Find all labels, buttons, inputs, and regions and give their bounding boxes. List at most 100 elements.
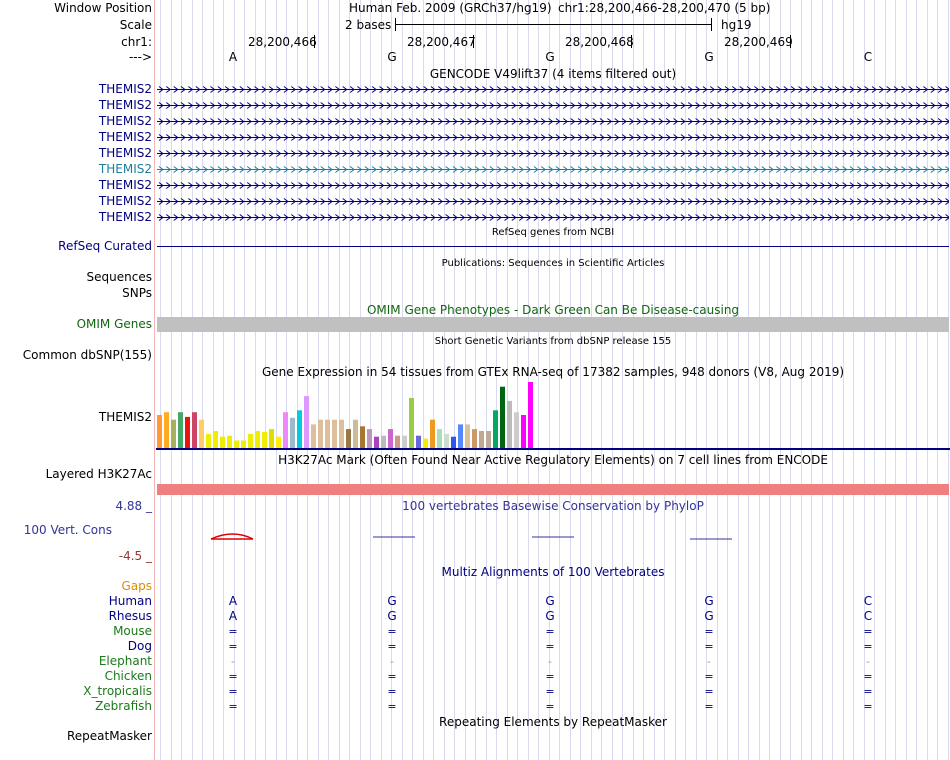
multiz-gaps-label[interactable]: Gaps — [121, 579, 152, 593]
gtex-tissue-bar[interactable] — [423, 438, 428, 448]
gtex-tissue-bar[interactable] — [479, 431, 484, 448]
gencode-transcript-label[interactable]: THEMIS2 — [98, 130, 152, 144]
gtex-tissue-bar[interactable] — [255, 431, 260, 448]
snps-track-label[interactable]: SNPs — [122, 286, 152, 300]
repeatmasker-track-label[interactable]: RepeatMasker — [66, 729, 152, 743]
assembly-name[interactable]: Human Feb. 2009 (GRCh37/hg19) — [349, 1, 552, 15]
strand-label[interactable]: ---> — [128, 50, 152, 64]
species-label[interactable]: Zebrafish — [95, 699, 152, 713]
gtex-tissue-bar[interactable] — [318, 419, 323, 448]
refseq-track-label[interactable]: RefSeq Curated — [58, 239, 152, 253]
gtex-tissue-bar[interactable] — [157, 415, 162, 448]
gencode-transcript-line[interactable] — [157, 181, 949, 190]
phylop-signal[interactable] — [156, 525, 950, 555]
gencode-transcript-line[interactable] — [157, 133, 949, 142]
gtex-tissue-bar[interactable] — [276, 436, 281, 448]
h3k27ac-signal-bar[interactable] — [157, 484, 949, 495]
h3k27ac-track-label[interactable]: Layered H3K27Ac — [45, 467, 152, 481]
publications-track-title[interactable]: Publications: Sequences in Scientific Ar… — [441, 258, 665, 269]
gtex-tissue-bar[interactable] — [458, 424, 463, 448]
gtex-tissue-bar[interactable] — [388, 429, 393, 448]
gtex-tissue-bar[interactable] — [507, 400, 512, 448]
gtex-tissue-bar[interactable] — [521, 415, 526, 448]
gencode-transcript-line[interactable] — [157, 197, 949, 206]
gtex-tissue-bar[interactable] — [227, 435, 232, 448]
gtex-tissue-bar[interactable] — [416, 435, 421, 448]
gtex-tissue-bar[interactable] — [332, 419, 337, 448]
dbsnp-track-title[interactable]: Short Genetic Variants from dbSNP releas… — [434, 336, 672, 347]
species-label[interactable]: X_tropicalis — [83, 684, 152, 698]
gtex-track-title[interactable]: Gene Expression in 54 tissues from GTEx … — [261, 365, 845, 379]
gtex-tissue-bar[interactable] — [297, 410, 302, 448]
window-position-coords[interactable]: chr1:28,200,466-28,200,470 (5 bp) — [558, 1, 771, 15]
gtex-tissue-bar[interactable] — [472, 429, 477, 448]
gencode-transcript-label[interactable]: THEMIS2 — [98, 194, 152, 208]
gtex-tissue-bar[interactable] — [486, 431, 491, 448]
gtex-tissue-bar[interactable] — [241, 440, 246, 449]
multiz-track-title[interactable]: Multiz Alignments of 100 Vertebrates — [441, 565, 665, 579]
gtex-tissue-bar[interactable] — [220, 436, 225, 448]
gtex-tissue-bar[interactable] — [304, 396, 309, 448]
gtex-tissue-bar[interactable] — [409, 398, 414, 448]
gtex-tissue-bar[interactable] — [339, 419, 344, 448]
gencode-transcript-label[interactable]: THEMIS2 — [98, 98, 152, 112]
dbsnp-track-label[interactable]: Common dbSNP(155) — [22, 348, 152, 362]
gencode-transcript-line[interactable] — [157, 101, 949, 110]
gtex-tissue-bar[interactable] — [248, 433, 253, 448]
gencode-transcript-line[interactable] — [157, 117, 949, 126]
gtex-tissue-bar[interactable] — [500, 386, 505, 448]
gtex-tissue-bar[interactable] — [353, 419, 358, 448]
gencode-transcript-line[interactable] — [157, 165, 949, 174]
species-label[interactable]: Chicken — [104, 669, 152, 683]
gtex-tissue-bar[interactable] — [262, 432, 267, 448]
gtex-tissue-bar[interactable] — [192, 412, 197, 448]
gtex-tissue-bar[interactable] — [465, 424, 470, 448]
gtex-tissue-bar[interactable] — [164, 412, 169, 448]
gtex-tissue-bar[interactable] — [185, 416, 190, 448]
gencode-transcript-label[interactable]: THEMIS2 — [98, 210, 152, 224]
omim-track-label[interactable]: OMIM Genes — [76, 317, 152, 331]
species-label[interactable]: Mouse — [113, 624, 152, 638]
gencode-transcript-label[interactable]: THEMIS2 — [98, 146, 152, 160]
gencode-transcript-line[interactable] — [157, 149, 949, 158]
gtex-tissue-bar[interactable] — [325, 419, 330, 448]
h3k27ac-track-title[interactable]: H3K27Ac Mark (Often Found Near Active Re… — [278, 453, 828, 467]
gtex-tissue-bar[interactable] — [346, 429, 351, 448]
sequences-track-label[interactable]: Sequences — [86, 270, 152, 284]
refseq-track-title[interactable]: RefSeq genes from NCBI — [491, 227, 615, 238]
gtex-tissue-bar[interactable] — [493, 410, 498, 448]
repeatmasker-track-title[interactable]: Repeating Elements by RepeatMasker — [439, 715, 667, 729]
gtex-tissue-bar[interactable] — [178, 412, 183, 448]
gtex-tissue-bar[interactable] — [437, 429, 442, 448]
gencode-transcript-line[interactable] — [157, 213, 949, 222]
species-label[interactable]: Rhesus — [108, 609, 152, 623]
gtex-tissue-bar[interactable] — [290, 417, 295, 448]
gtex-tissue-bar[interactable] — [430, 419, 435, 448]
gtex-tissue-bar[interactable] — [283, 412, 288, 448]
gtex-tissue-bar[interactable] — [395, 435, 400, 448]
species-label[interactable]: Dog — [127, 639, 152, 653]
gtex-tissue-bar[interactable] — [213, 431, 218, 448]
gtex-tissue-bar[interactable] — [514, 412, 519, 448]
gtex-tissue-bar[interactable] — [381, 435, 386, 448]
gtex-tissue-bar[interactable] — [528, 382, 533, 448]
omim-track-title[interactable]: OMIM Gene Phenotypes - Dark Green Can Be… — [366, 303, 740, 317]
phylop-track-title[interactable]: 100 vertebrates Basewise Conservation by… — [402, 499, 704, 513]
gtex-tissue-bar[interactable] — [360, 426, 365, 448]
gencode-transcript-label[interactable]: THEMIS2 — [98, 178, 152, 192]
gtex-tissue-bar[interactable] — [402, 435, 407, 448]
gtex-tissue-bar[interactable] — [199, 419, 204, 448]
gtex-tissue-bar[interactable] — [234, 440, 239, 449]
gtex-tissue-bar[interactable] — [206, 433, 211, 448]
gtex-track-label[interactable]: THEMIS2 — [98, 410, 152, 424]
gtex-tissue-bar[interactable] — [444, 433, 449, 448]
gtex-tissue-bar[interactable] — [451, 436, 456, 448]
omim-gene-bar[interactable] — [157, 317, 949, 332]
gencode-track-title[interactable]: GENCODE V49lift37 (4 items filtered out) — [429, 67, 677, 81]
gtex-tissue-bar[interactable] — [311, 424, 316, 448]
refseq-gene-line[interactable] — [157, 246, 949, 247]
gencode-transcript-label[interactable]: THEMIS2 — [98, 82, 152, 96]
phylop-track-label[interactable]: 100 Vert. Cons — [23, 523, 112, 537]
gtex-tissue-bar[interactable] — [269, 429, 274, 448]
gencode-transcript-label[interactable]: THEMIS2 — [98, 114, 152, 128]
